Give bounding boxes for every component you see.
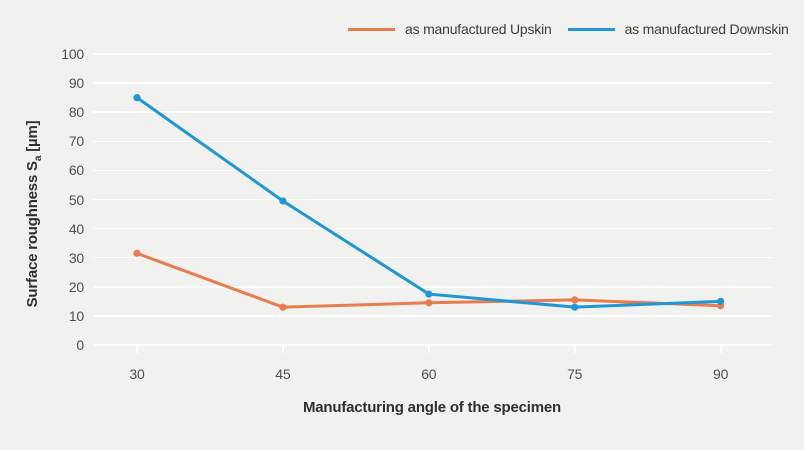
gridline-y-60	[93, 169, 772, 172]
x-tickmark-75	[573, 344, 576, 353]
y-axis-title: Surface roughness Sa [µm]	[24, 120, 44, 308]
y-tick-label-70: 70	[68, 133, 84, 150]
y-axis-title-subscript: a	[33, 155, 44, 162]
gridline-y-20	[93, 286, 772, 288]
gridline-y-100	[93, 53, 772, 55]
data-point-upskin-30	[133, 249, 141, 257]
y-tick-label-80: 80	[68, 104, 84, 121]
gridline-y-0	[93, 344, 772, 346]
y-tick-label-30: 30	[68, 249, 84, 266]
gridline-y-80	[93, 111, 772, 113]
data-point-upskin-75	[571, 296, 579, 304]
legend-label-upskin: as manufactured Upskin	[405, 21, 552, 37]
gridline-y-70	[93, 140, 772, 143]
legend: as manufactured Upskin as manufactured D…	[348, 21, 789, 37]
y-tick-label-0: 0	[76, 337, 84, 353]
x-tickmark-90	[719, 344, 722, 353]
y-tick-label-20: 20	[68, 278, 84, 295]
x-tick-label-30: 30	[129, 366, 145, 382]
gridline-y-50	[93, 198, 772, 201]
legend-label-downskin: as manufactured Downskin	[624, 21, 789, 37]
y-tick-label-100: 100	[61, 46, 84, 62]
y-tick-label-60: 60	[68, 162, 84, 179]
legend-item-upskin: as manufactured Upskin	[348, 21, 552, 37]
downskin-line-swatch	[567, 27, 615, 31]
y-tick-label-40: 40	[68, 220, 84, 237]
x-tick-label-45: 45	[275, 366, 291, 382]
gridline-y-40	[93, 227, 772, 230]
y-tick-label-90: 90	[68, 75, 84, 92]
legend-item-downskin: as manufactured Downskin	[567, 21, 789, 37]
y-tick-label-10: 10	[68, 307, 84, 324]
series-plot	[133, 94, 725, 311]
data-point-downskin-45	[279, 197, 287, 205]
x-tickmark-30	[136, 344, 138, 353]
data-point-downskin-75	[571, 303, 579, 311]
plot-area	[93, 53, 772, 353]
upskin-line-swatch	[348, 27, 395, 31]
gridline-y-90	[93, 82, 772, 84]
x-axis-title: Manufacturing angle of the specimen	[302, 399, 562, 416]
series-line-upskin	[136, 251, 721, 309]
x-tick-label-75: 75	[567, 366, 583, 382]
gridline-y-30	[93, 256, 772, 259]
series-line-downskin	[136, 96, 721, 309]
gridline-y-10	[93, 315, 772, 317]
x-tick-label-90: 90	[713, 366, 729, 382]
data-point-downskin-30	[133, 94, 141, 102]
x-tickmark-45	[281, 344, 284, 353]
y-tick-label-50: 50	[68, 191, 84, 208]
data-point-upskin-45	[279, 303, 287, 311]
data-point-upskin-60	[425, 299, 433, 307]
x-tickmark-60	[427, 344, 430, 353]
data-point-downskin-60	[425, 290, 433, 298]
data-point-downskin-90	[717, 297, 725, 305]
x-tick-label-60: 60	[421, 366, 437, 382]
